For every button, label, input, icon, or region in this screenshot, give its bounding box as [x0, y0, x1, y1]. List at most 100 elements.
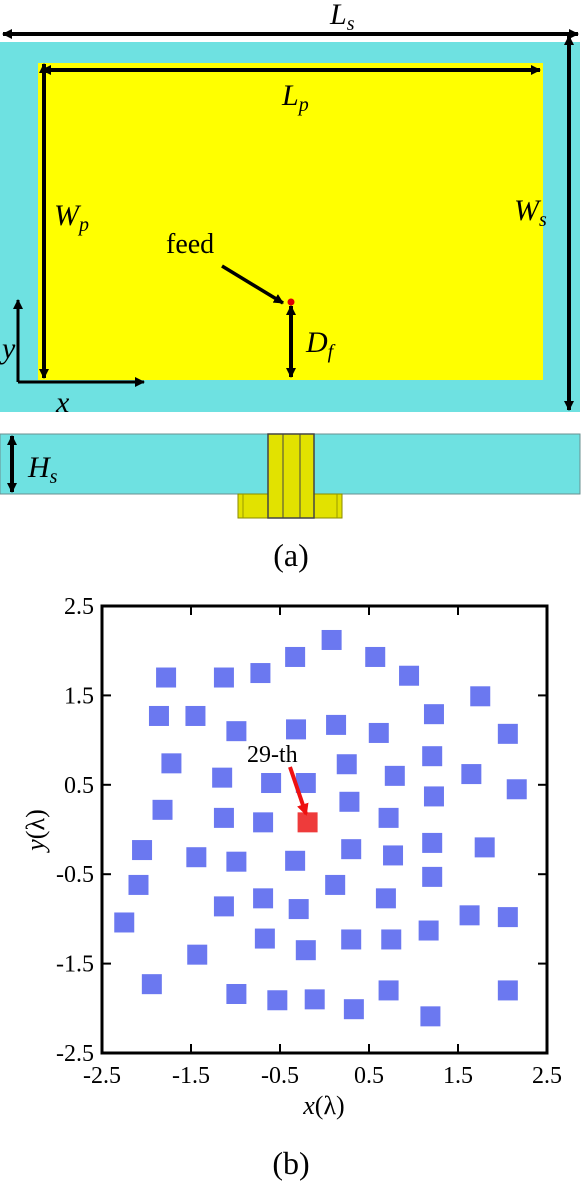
array-element — [213, 896, 234, 917]
array-element — [253, 888, 274, 909]
x-tick-label: 2.5 — [532, 1063, 562, 1089]
array-element — [326, 714, 347, 735]
array-element — [375, 888, 396, 909]
array-element — [187, 944, 208, 965]
array-layout-chart: -2.5 -1.5 -0.5 0.5 1.5 2.5 2.5 1.5 0.5 -0.5 -1.5 -2… — [21, 594, 562, 1120]
array-element — [381, 929, 402, 950]
caption-b: (b) — [272, 1145, 309, 1181]
array-element — [132, 840, 153, 861]
array-element — [213, 807, 234, 828]
array-element — [420, 1006, 441, 1027]
array-element — [212, 767, 233, 788]
array-element — [186, 847, 207, 868]
array-element — [459, 905, 480, 926]
array-element — [384, 765, 405, 786]
array-element — [474, 837, 495, 858]
array-element — [341, 839, 362, 860]
y-tick-label: 2.5 — [64, 594, 94, 620]
array-element — [226, 851, 247, 872]
array-element — [470, 686, 491, 707]
array-element — [365, 646, 386, 667]
array-element — [250, 663, 271, 684]
array-element — [339, 791, 360, 812]
x-tick-label: -2.5 — [83, 1063, 121, 1089]
annotation-29th: 29-th — [247, 742, 298, 768]
y-tick-label: -2.5 — [56, 1041, 94, 1067]
y-axis-label: y — [0, 332, 16, 365]
wp-label: Wp — [54, 199, 89, 236]
antenna-side-view: Hs — [0, 433, 581, 519]
array-element — [321, 629, 342, 650]
array-element — [378, 980, 399, 1001]
y-tick-label: -0.5 — [56, 862, 94, 888]
array-element — [148, 705, 169, 726]
array-element — [399, 665, 420, 686]
x-tick-label: -0.5 — [261, 1063, 299, 1089]
array-element — [506, 779, 527, 800]
hs-label: Hs — [27, 451, 58, 488]
array-element — [336, 754, 357, 775]
plot-frame — [100, 604, 549, 1055]
x-axis-title: x(λ) — [302, 1091, 344, 1120]
x-tick-label: -1.5 — [172, 1063, 210, 1089]
array-element — [325, 874, 346, 895]
array-element — [418, 920, 439, 941]
x-tick-label: 1.5 — [443, 1063, 473, 1089]
array-element — [497, 980, 518, 1001]
array-element — [383, 845, 404, 866]
array-elements — [114, 629, 527, 1027]
array-element — [253, 812, 274, 833]
array-element — [368, 722, 389, 743]
array-element — [226, 983, 247, 1004]
array-element — [226, 721, 247, 742]
array-element — [423, 704, 444, 725]
array-element — [285, 646, 306, 667]
array-element — [304, 989, 325, 1010]
y-tick-label: 1.5 — [64, 683, 94, 709]
axis-ticks: -2.5 -1.5 -0.5 0.5 1.5 2.5 2.5 1.5 0.5 -0.5 -1.5 -2… — [56, 594, 562, 1089]
y-axis-title: y(λ) — [21, 809, 50, 853]
array-element — [422, 832, 443, 853]
array-element-29th — [297, 812, 318, 833]
array-element — [156, 667, 177, 688]
array-element — [288, 899, 309, 920]
array-element — [497, 907, 518, 928]
df-label: Df — [305, 326, 336, 363]
feed-point — [287, 298, 295, 306]
y-tick-label: -1.5 — [56, 952, 94, 978]
annotation-arrow — [288, 766, 309, 816]
array-element — [422, 866, 443, 887]
array-element — [343, 999, 364, 1020]
array-element — [497, 723, 518, 744]
array-element — [295, 773, 316, 794]
array-element — [261, 773, 282, 794]
array-element — [114, 912, 135, 933]
array-element — [141, 974, 162, 995]
array-element — [213, 667, 234, 688]
array-element — [295, 940, 316, 961]
caption-a: (a) — [273, 537, 309, 573]
array-element — [267, 990, 288, 1011]
feed-probe — [267, 433, 315, 519]
lp-label: Lp — [281, 79, 309, 116]
feed-label: feed — [166, 229, 214, 260]
array-element — [286, 719, 307, 740]
array-element — [161, 753, 182, 774]
antenna-top-view: Ls Lp Wp Ws feed Df y x — [0, 0, 580, 419]
array-element — [254, 928, 275, 949]
array-element — [285, 850, 306, 871]
array-element — [422, 746, 443, 767]
ws-label: Ws — [514, 194, 547, 231]
array-element — [128, 874, 149, 895]
array-element — [185, 705, 206, 726]
x-tick-label: 0.5 — [354, 1063, 384, 1089]
array-element — [461, 764, 482, 785]
y-tick-label: 0.5 — [64, 773, 94, 799]
feed-pointer — [221, 264, 284, 305]
array-element — [341, 929, 362, 950]
ls-label: Ls — [329, 0, 355, 35]
x-axis-label: x — [55, 386, 70, 419]
array-element — [152, 799, 173, 820]
array-element — [378, 807, 399, 828]
